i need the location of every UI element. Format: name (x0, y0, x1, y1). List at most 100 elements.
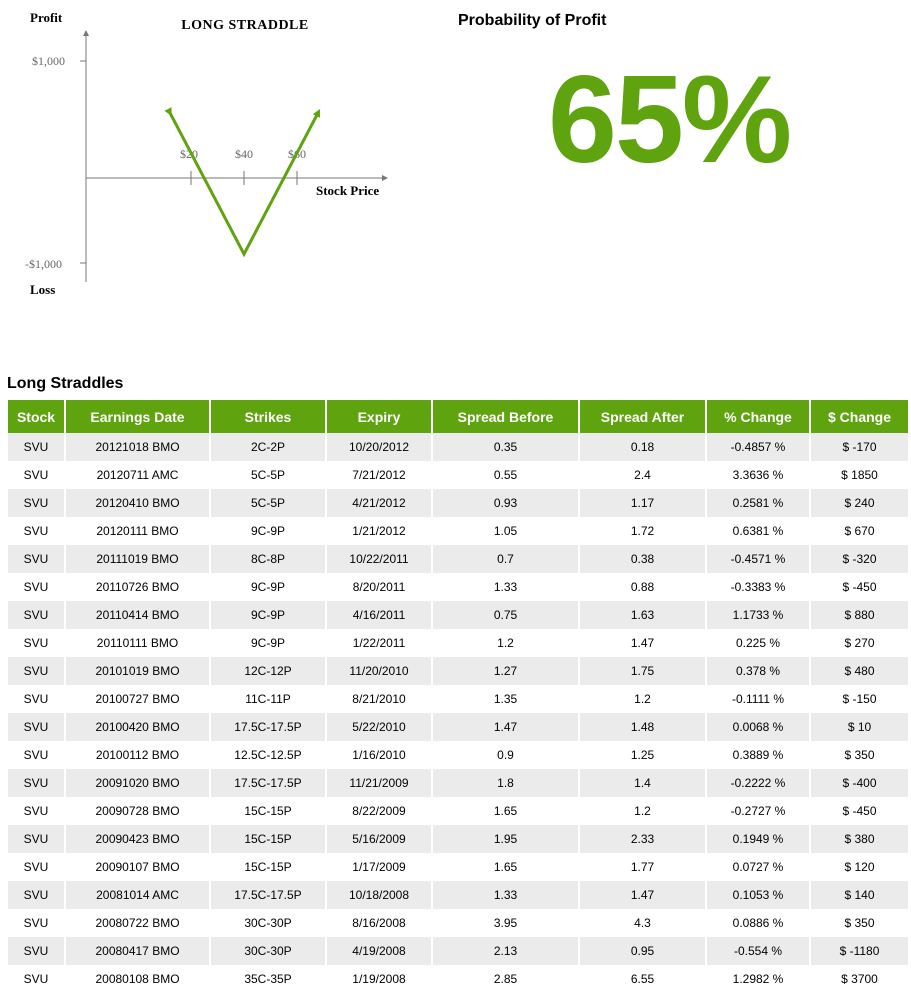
table-cell: 10/20/2012 (327, 433, 433, 461)
table-row: SVU 20090423 BMO 15C-15P 5/16/2009 1.95 2.33 0… (8, 825, 908, 853)
table-cell: 20101019 BMO (66, 657, 211, 685)
table-cell: 1/21/2012 (327, 517, 433, 545)
table-row: SVU 20090728 BMO 15C-15P 8/22/2009 1.65 1.2 -0… (8, 797, 908, 825)
table-cell: 0.1053 % (707, 881, 811, 909)
table-cell: -0.1111 % (707, 685, 811, 713)
table-cell: 3.95 (433, 909, 580, 937)
table-cell: 1.63 (580, 601, 707, 629)
table-cell: 17.5C-17.5P (211, 713, 327, 741)
table-row: SVU 20121018 BMO 2C-2P 10/20/2012 0.35 0.18 -0… (8, 433, 908, 461)
table-cell: 1.25 (580, 741, 707, 769)
table-row: SVU 20100112 BMO 12.5C-12.5P 1/16/2010 0.9 1.… (8, 741, 908, 769)
table-cell: SVU (8, 685, 66, 713)
table-cell: 20110726 BMO (66, 573, 211, 601)
table-cell: SVU (8, 573, 66, 601)
table-cell: SVU (8, 461, 66, 489)
table-cell: 0.0886 % (707, 909, 811, 937)
table-cell: 1.1733 % (707, 601, 811, 629)
table-cell: 15C-15P (211, 797, 327, 825)
table-cell: -0.4857 % (707, 433, 811, 461)
table-cell: 0.2581 % (707, 489, 811, 517)
table-cell: 2.33 (580, 825, 707, 853)
table-cell: 0.95 (580, 937, 707, 965)
table-title: Long Straddles (7, 375, 124, 392)
table-cell: 4/21/2012 (327, 489, 433, 517)
table-cell: SVU (8, 853, 66, 881)
table-cell: $ -400 (811, 769, 908, 797)
table-cell: 1.2 (433, 629, 580, 657)
table-cell: 9C-9P (211, 517, 327, 545)
table-cell: 11/21/2009 (327, 769, 433, 797)
table-row: SVU 20090107 BMO 15C-15P 1/17/2009 1.65 1.77 0… (8, 853, 908, 881)
table-cell: 1/17/2009 (327, 853, 433, 881)
table-cell: $ 120 (811, 853, 908, 881)
table-cell: 2C-2P (211, 433, 327, 461)
table-row: SVU 20120410 BMO 5C-5P 4/21/2012 0.93 1.17 0.2… (8, 489, 908, 517)
table-cell: SVU (8, 629, 66, 657)
probability-title: Probability of Profit (458, 12, 607, 29)
column-header: $ Change (811, 400, 908, 433)
probability-value: 65% (548, 51, 792, 189)
table-cell: $ -450 (811, 797, 908, 825)
table-cell: 4.3 (580, 909, 707, 937)
table-cell: 20120711 AMC (66, 461, 211, 489)
table-cell: 1.35 (433, 685, 580, 713)
column-header: Earnings Date (66, 400, 211, 433)
table-cell: SVU (8, 713, 66, 741)
table-cell: 11C-11P (211, 685, 327, 713)
table-cell: SVU (8, 545, 66, 573)
table-cell: SVU (8, 741, 66, 769)
table-cell: 1.27 (433, 657, 580, 685)
table-cell: 17.5C-17.5P (211, 769, 327, 797)
table-row: SVU 20120711 AMC 5C-5P 7/21/2012 0.55 2.4 3.36… (8, 461, 908, 489)
table-cell: 35C-35P (211, 965, 327, 993)
table-cell: SVU (8, 657, 66, 685)
table-cell: 20081014 AMC (66, 881, 211, 909)
table-cell: $ 240 (811, 489, 908, 517)
table-cell: 10/18/2008 (327, 881, 433, 909)
table-cell: 20080108 BMO (66, 965, 211, 993)
straddles-table: Stock Earnings Date Strikes Expiry Spread Be… (8, 400, 908, 993)
table-row: SVU 20101019 BMO 12C-12P 11/20/2010 1.27 1.75… (8, 657, 908, 685)
table-cell: $ -1180 (811, 937, 908, 965)
chart-title: LONG STRADDLE (181, 18, 308, 33)
table-cell: 0.18 (580, 433, 707, 461)
table-cell: 8/20/2011 (327, 573, 433, 601)
table-cell: 5C-5P (211, 489, 327, 517)
column-header: Expiry (327, 400, 433, 433)
table-cell: 9C-9P (211, 629, 327, 657)
table-cell: 6.55 (580, 965, 707, 993)
column-header: Stock (8, 400, 66, 433)
long-straddle-diagram: Profit Loss LONG STRADDLE Stock Price $1… (25, 10, 388, 297)
table-cell: 20110414 BMO (66, 601, 211, 629)
table-cell: SVU (8, 433, 66, 461)
table-cell: $ 350 (811, 909, 908, 937)
table-cell: 11/20/2010 (327, 657, 433, 685)
column-header: Strikes (211, 400, 327, 433)
table-cell: $ 1850 (811, 461, 908, 489)
table-cell: 1.77 (580, 853, 707, 881)
table-cell: 1.2 (580, 797, 707, 825)
table-cell: 0.55 (433, 461, 580, 489)
table-row: SVU 20110111 BMO 9C-9P 1/22/2011 1.2 1.47 0.22… (8, 629, 908, 657)
table-cell: -0.3383 % (707, 573, 811, 601)
table-cell: 20100420 BMO (66, 713, 211, 741)
table-cell: $ 670 (811, 517, 908, 545)
column-header: Spread Before (433, 400, 580, 433)
table-cell: 1.65 (433, 797, 580, 825)
table-cell: 8/22/2009 (327, 797, 433, 825)
table-cell: 1.65 (433, 853, 580, 881)
table-cell: -0.554 % (707, 937, 811, 965)
table-row: SVU 20100420 BMO 17.5C-17.5P 5/22/2010 1.47 1… (8, 713, 908, 741)
table-cell: SVU (8, 797, 66, 825)
table-cell: 1.48 (580, 713, 707, 741)
table-cell: 1/19/2008 (327, 965, 433, 993)
table-cell: 1.33 (433, 573, 580, 601)
table-cell: 0.38 (580, 545, 707, 573)
table-cell: $ 350 (811, 741, 908, 769)
table-cell: 20090728 BMO (66, 797, 211, 825)
table-cell: $ 480 (811, 657, 908, 685)
table-cell: 1.17 (580, 489, 707, 517)
table-row: SVU 20091020 BMO 17.5C-17.5P 11/21/2009 1.8 1… (8, 769, 908, 797)
table-cell: $ 10 (811, 713, 908, 741)
